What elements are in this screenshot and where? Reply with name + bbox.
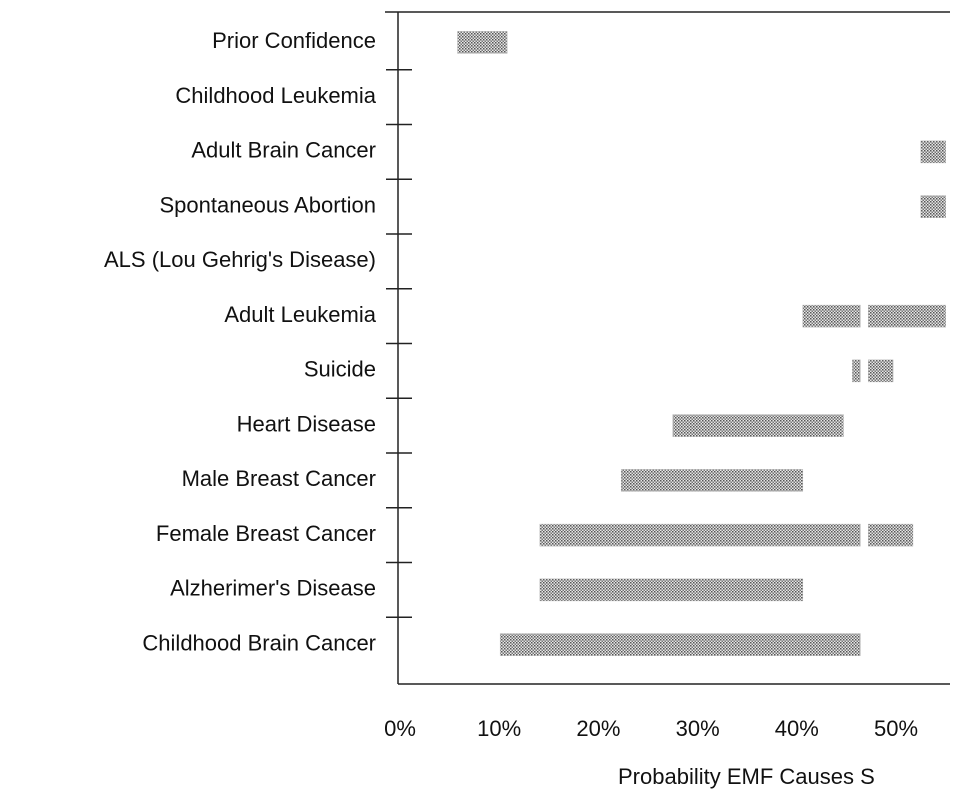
y-tick-label: Female Breast Cancer bbox=[156, 521, 376, 546]
x-tick-label: 10% bbox=[477, 716, 521, 741]
range-bar bbox=[868, 523, 914, 547]
y-tick-label: Childhood Brain Cancer bbox=[142, 630, 376, 655]
range-bar bbox=[920, 140, 946, 164]
x-tick-label: 0% bbox=[384, 716, 416, 741]
range-bar bbox=[920, 195, 946, 218]
range-bar bbox=[852, 359, 861, 383]
y-tick-label: Spontaneous Abortion bbox=[159, 192, 376, 217]
x-axis-title: Probability EMF Causes S bbox=[618, 764, 875, 789]
x-tick-label: 40% bbox=[775, 716, 819, 741]
range-bar bbox=[457, 31, 508, 54]
range-bar bbox=[499, 633, 861, 656]
y-tick-label: Adult Brain Cancer bbox=[191, 138, 376, 163]
range-bar bbox=[802, 304, 861, 328]
y-tick-label: Adult Leukemia bbox=[224, 302, 376, 327]
range-bar bbox=[620, 469, 804, 492]
range-bar bbox=[868, 359, 894, 383]
x-tick-label: 20% bbox=[576, 716, 620, 741]
x-tick-label: 50% bbox=[874, 716, 918, 741]
y-tick-label: Male Breast Cancer bbox=[182, 466, 376, 491]
range-bar bbox=[672, 414, 844, 437]
range-bar bbox=[539, 523, 861, 547]
range-bar bbox=[868, 304, 946, 328]
x-tick-label: 30% bbox=[676, 716, 720, 741]
range-bar bbox=[539, 578, 804, 602]
y-tick-label: Childhood Leukemia bbox=[175, 83, 376, 108]
y-tick-label: Prior Confidence bbox=[212, 28, 376, 53]
y-tick-label: ALS (Lou Gehrig's Disease) bbox=[104, 247, 376, 272]
y-tick-label: Heart Disease bbox=[237, 411, 376, 436]
y-tick-label: Suicide bbox=[304, 357, 376, 382]
y-tick-label: Alzherimer's Disease bbox=[170, 576, 376, 601]
